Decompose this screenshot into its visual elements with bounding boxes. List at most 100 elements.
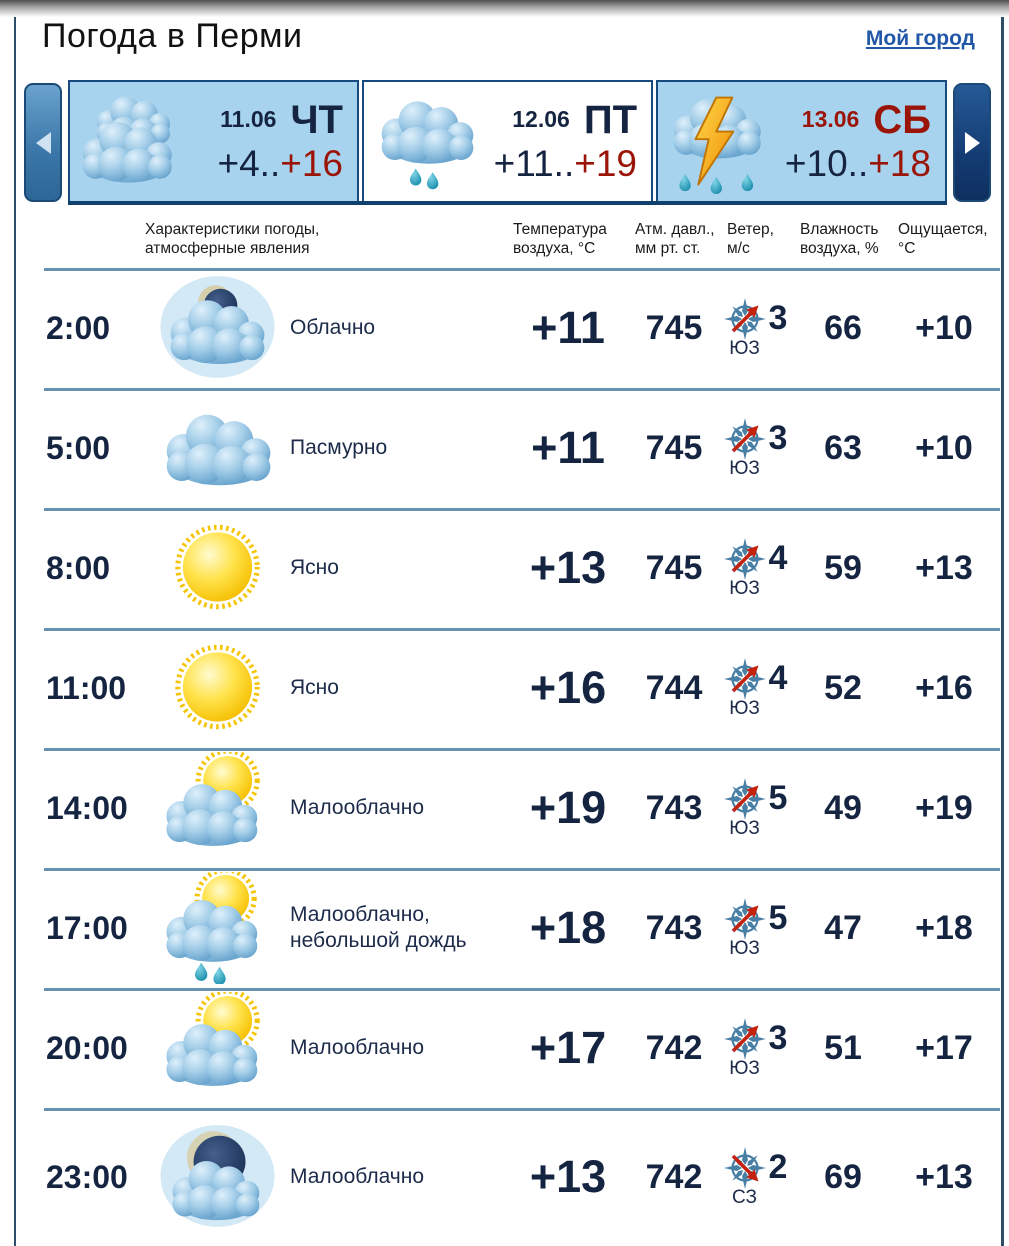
feels-like-value: +13 [915, 1157, 973, 1196]
wind-speed-value: 4 [768, 539, 788, 577]
wind-compass-icon [723, 417, 767, 461]
wind-speed-value: 5 [768, 779, 788, 817]
next-day-button[interactable] [953, 83, 991, 202]
feels-like-value: +19 [915, 788, 973, 827]
time-cell: 8:00 [46, 549, 111, 586]
day-abbr: СБ [873, 98, 931, 142]
time-cell: 17:00 [46, 909, 128, 946]
temperature-value: +13 [529, 542, 607, 593]
wind-cell: 5 ЮЗ [723, 777, 788, 840]
wind-compass-icon [723, 657, 767, 701]
wind-direction-label: ЮЗ [729, 937, 760, 959]
table-row: 20:00 Малооблачно +17 742 3 ЮЗ 51 +17 [16, 988, 1000, 1108]
time-cell: 11:00 [46, 669, 127, 706]
time-cell: 14:00 [46, 789, 128, 826]
column-header-humidity: Влажность воздуха, % [800, 221, 879, 257]
wind-compass-icon [723, 297, 767, 341]
weather-description: Ясно [290, 676, 339, 699]
wind-direction-label: ЮЗ [729, 337, 760, 359]
pressure-value: 745 [645, 308, 703, 347]
day-card-thursday[interactable]: 11.06 ЧТ +4..+16 [68, 80, 359, 201]
humidity-value: 49 [824, 788, 862, 827]
cloud-icon [155, 392, 280, 504]
day-temp-range: +10..+18 [784, 143, 931, 184]
table-row: 2:00 Облачно +11 745 3 ЮЗ 66 +10 [16, 268, 1000, 388]
day-carousel: 11.06 ЧТ +4..+16 12.06 ПТ +11..+19 13.06 СБ… [24, 80, 999, 205]
day-abbr: ЧТ [290, 98, 343, 142]
temperature-value: +19 [529, 782, 607, 833]
feels-like-value: +18 [915, 908, 973, 947]
forecast-rows: 2:00 Облачно +11 745 3 ЮЗ 66 +10 5:00 [16, 268, 1000, 1246]
wind-cell: 3 ЮЗ [723, 1017, 788, 1080]
weather-description: Малооблачно [290, 796, 425, 819]
table-header: Характеристики погоды, атмосферные явлен… [16, 212, 1000, 268]
day-date: 11.06 [220, 106, 277, 132]
time-cell: 5:00 [46, 429, 111, 466]
humidity-value: 51 [824, 1028, 862, 1067]
column-header-temperature: Температура воздуха, °C [513, 221, 607, 257]
humidity-value: 69 [824, 1157, 862, 1196]
pressure-value: 745 [645, 548, 703, 587]
wind-cell: 3 ЮЗ [723, 417, 787, 480]
feels-like-value: +10 [915, 308, 973, 347]
wind-direction-label: ЮЗ [729, 577, 760, 599]
pressure-value: 745 [645, 428, 703, 467]
time-cell: 23:00 [46, 1158, 128, 1195]
temperature-value: +18 [529, 902, 607, 953]
page-right-border [1001, 8, 1004, 1246]
column-header-feels-like: Ощущается, °C [898, 221, 988, 257]
day-abbr: ПТ [583, 98, 637, 142]
rain-cloud-icon [368, 90, 486, 194]
temperature-value: +16 [529, 662, 607, 713]
weather-description: Пасмурно [290, 436, 388, 459]
pressure-value: 742 [645, 1157, 703, 1196]
pressure-value: 743 [645, 788, 703, 827]
temperature-value: +11 [531, 302, 605, 353]
temperature-value: +17 [529, 1022, 607, 1073]
wind-speed-value: 4 [768, 659, 788, 697]
wind-speed-value: 2 [768, 1148, 788, 1186]
wind-speed-value: 5 [768, 899, 788, 937]
humidity-value: 66 [824, 308, 862, 347]
humidity-value: 59 [824, 548, 862, 587]
table-row: 14:00 Малооблачно +19 743 5 ЮЗ 49 +19 [16, 748, 1000, 868]
wind-cell: 4 ЮЗ [723, 537, 788, 600]
day-cards-strip: 11.06 ЧТ +4..+16 12.06 ПТ +11..+19 13.06 СБ… [68, 80, 947, 205]
time-cell: 20:00 [46, 1029, 128, 1066]
column-header-pressure: Атм. давл., мм рт. ст. [635, 221, 715, 257]
right-triangle-icon [964, 131, 980, 154]
day-card-friday-selected[interactable]: 12.06 ПТ +11..+19 [362, 80, 653, 201]
weather-description: Малооблачно [290, 1165, 425, 1188]
table-row: 8:00 Ясно +13 745 4 ЮЗ 59 +13 [16, 508, 1000, 628]
wind-speed-value: 3 [768, 1019, 788, 1057]
humidity-value: 47 [824, 908, 862, 947]
wind-direction-label: ЮЗ [729, 697, 760, 719]
prev-day-button[interactable] [24, 83, 62, 202]
wind-cell: 5 ЮЗ [723, 897, 788, 960]
weather-description: Малооблачно [290, 1036, 425, 1059]
feels-like-value: +17 [915, 1028, 973, 1067]
pressure-value: 742 [645, 1028, 703, 1067]
column-header-wind: Ветер, м/с [727, 221, 774, 257]
table-row: 17:00 Малооблачно, небольшой дождь +18 7… [16, 867, 1000, 988]
wind-cell: 4 ЮЗ [723, 657, 788, 720]
wind-compass-icon [723, 1146, 767, 1190]
moon-cloud-icon [155, 1121, 280, 1233]
wind-compass-icon [723, 777, 767, 821]
my-city-link[interactable]: Мой город [865, 27, 975, 50]
sun-cloud-icon [155, 748, 280, 864]
wind-compass-icon [723, 1017, 767, 1061]
day-temp-range: +11..+19 [493, 143, 637, 184]
weather-description: Ясно [290, 556, 339, 579]
sun-icon [155, 512, 280, 624]
day-card-saturday[interactable]: 13.06 СБ +10..+18 [656, 80, 947, 201]
table-row: 11:00 Ясно +16 744 4 ЮЗ 52 +16 [16, 628, 1000, 748]
wind-speed-value: 3 [768, 299, 788, 337]
left-triangle-icon [35, 131, 51, 154]
day-date: 12.06 [512, 106, 570, 132]
page-title: Погода в Перми [42, 17, 303, 55]
page-left-border [14, 8, 16, 1246]
sun-cloud-rain-icon [155, 867, 280, 986]
temperature-value: +11 [531, 422, 605, 473]
day-date: 13.06 [801, 106, 860, 132]
